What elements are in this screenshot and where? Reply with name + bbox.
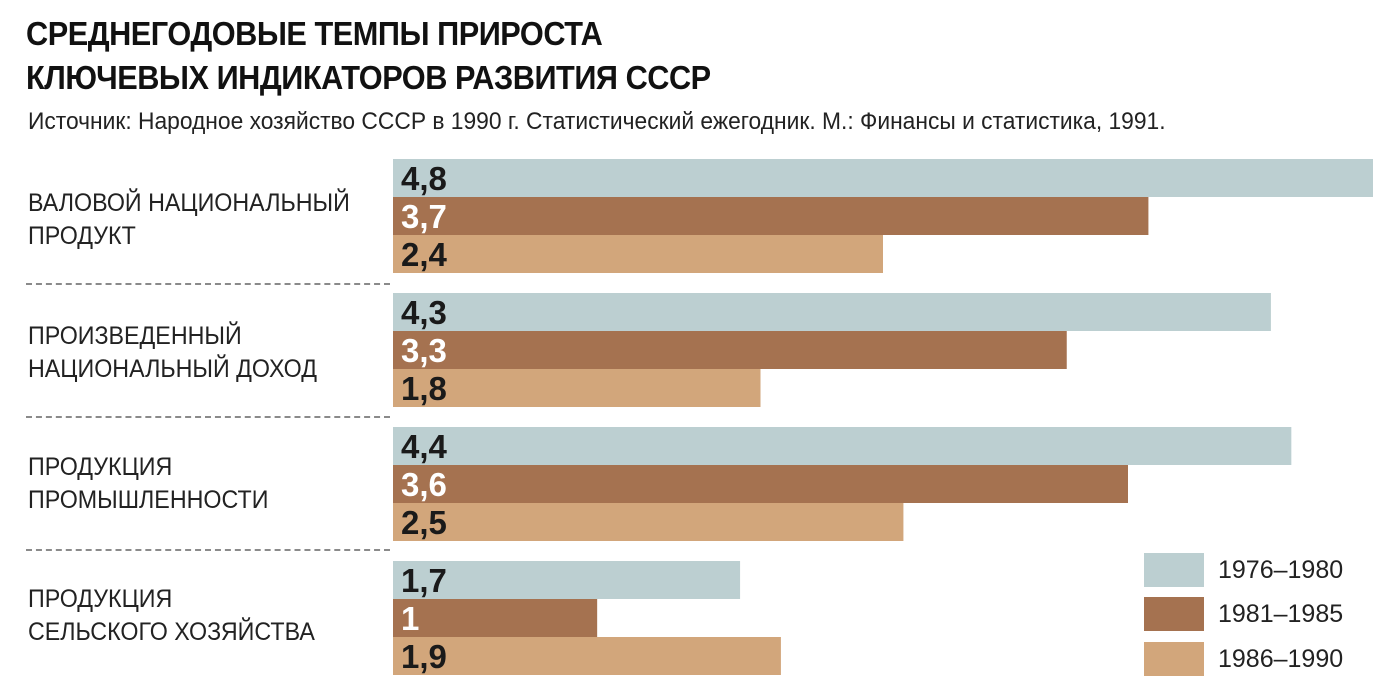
category-divider xyxy=(26,549,390,551)
bar-value-label-agriculture-1986-1990: 1,9 xyxy=(401,638,447,675)
bar-agriculture-1976-1980 xyxy=(393,561,741,599)
bar-value-label-gnp-1981-1985: 3,7 xyxy=(401,198,447,235)
bar-value-label-national-income-1986-1990: 1,8 xyxy=(401,370,447,407)
category-label-industry: ПРОДУКЦИЯ ПРОМЫШЛЕННОСТИ xyxy=(28,451,268,517)
bar-national-income-1976-1980 xyxy=(393,293,1271,331)
chart-source: Источник: Народное хозяйство СССР в 1990… xyxy=(28,108,1166,135)
legend-label-1986-1990: 1986–1990 xyxy=(1218,645,1344,673)
category-label-national-income-line-2: НАЦИОНАЛЬНЫЙ ДОХОД xyxy=(28,355,318,383)
bar-value-label-industry-1981-1985: 3,6 xyxy=(401,466,447,503)
chart-title-line-1: СРЕДНЕГОДОВЫЕ ТЕМПЫ ПРИРОСТА xyxy=(26,15,603,52)
bar-gnp-1981-1985 xyxy=(393,197,1149,235)
bar-national-income-1981-1985 xyxy=(393,331,1067,369)
legend-swatch-1981-1985 xyxy=(1144,597,1204,631)
bar-industry-1986-1990 xyxy=(393,503,904,541)
legend-label-1981-1985: 1981–1985 xyxy=(1218,600,1344,628)
bar-industry-1981-1985 xyxy=(393,465,1128,503)
category-label-agriculture-line-1: ПРОДУКЦИЯ xyxy=(28,585,173,613)
bar-value-label-national-income-1981-1985: 3,3 xyxy=(401,332,447,369)
bar-value-label-industry-1986-1990: 2,5 xyxy=(401,504,447,541)
category-label-industry-line-1: ПРОДУКЦИЯ xyxy=(28,453,173,481)
bar-national-income-1986-1990 xyxy=(393,369,761,407)
legend-swatch-1986-1990 xyxy=(1144,642,1204,676)
category-label-gnp: ВАЛОВОЙ НАЦИОНАЛЬНЫЙ ПРОДУКТ xyxy=(28,187,350,253)
category-divider xyxy=(26,283,390,285)
bar-value-label-gnp-1976-1980: 4,8 xyxy=(401,160,447,197)
category-label-gnp-line-1: ВАЛОВОЙ НАЦИОНАЛЬНЫЙ xyxy=(28,189,350,217)
category-divider xyxy=(26,416,390,418)
bar-value-label-agriculture-1981-1985: 1 xyxy=(401,600,419,637)
bar-gnp-1976-1980 xyxy=(393,159,1373,197)
category-label-gnp-line-2: ПРОДУКТ xyxy=(28,222,136,250)
bar-gnp-1986-1990 xyxy=(393,235,883,273)
category-label-national-income: ПРОИЗВЕДЕННЫЙ НАЦИОНАЛЬНЫЙ ДОХОД xyxy=(28,320,317,386)
chart-title-line-2: КЛЮЧЕВЫХ ИНДИКАТОРОВ РАЗВИТИЯ СССР xyxy=(26,59,711,96)
bar-agriculture-1981-1985 xyxy=(393,599,598,637)
legend-swatch-1976-1980 xyxy=(1144,553,1204,587)
bar-value-label-industry-1976-1980: 4,4 xyxy=(401,428,448,465)
bar-value-label-gnp-1986-1990: 2,4 xyxy=(401,236,448,273)
category-label-agriculture-line-2: СЕЛЬСКОГО ХОЗЯЙСТВА xyxy=(28,618,315,646)
category-label-national-income-line-1: ПРОИЗВЕДЕННЫЙ xyxy=(28,322,242,350)
chart-title: СРЕДНЕГОДОВЫЕ ТЕМПЫ ПРИРОСТА КЛЮЧЕВЫХ ИН… xyxy=(26,12,956,100)
category-label-industry-line-2: ПРОМЫШЛЕННОСТИ xyxy=(28,486,269,514)
legend-label-1976-1980: 1976–1980 xyxy=(1218,556,1344,584)
category-label-agriculture: ПРОДУКЦИЯ СЕЛЬСКОГО ХОЗЯЙСТВА xyxy=(28,583,315,649)
bar-industry-1976-1980 xyxy=(393,427,1292,465)
bar-value-label-national-income-1976-1980: 4,3 xyxy=(401,294,447,331)
bar-value-label-agriculture-1976-1980: 1,7 xyxy=(401,562,447,599)
bar-agriculture-1986-1990 xyxy=(393,637,781,675)
